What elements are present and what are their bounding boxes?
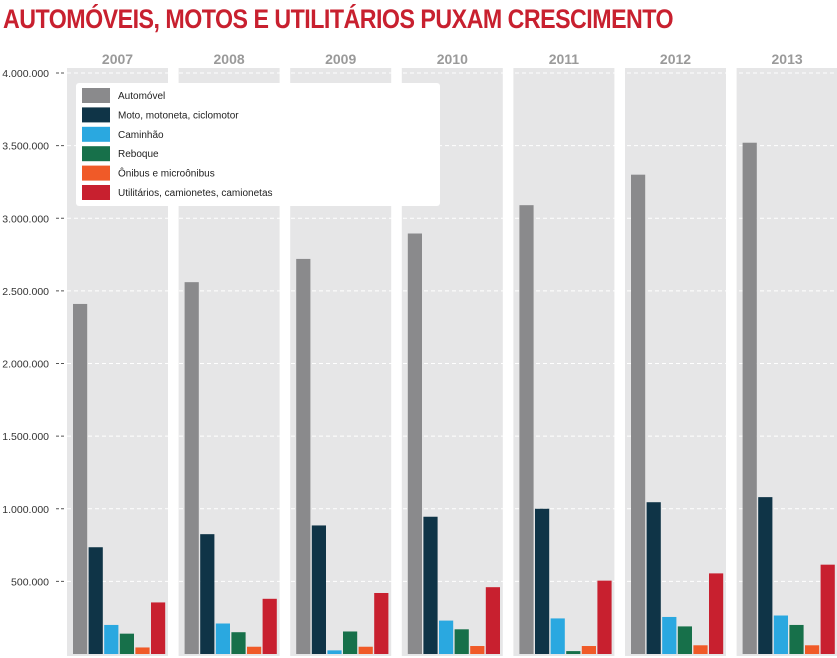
legend-swatch xyxy=(82,146,110,162)
bar xyxy=(231,632,246,654)
y-tick-label: 500.000 xyxy=(11,576,49,588)
bar xyxy=(327,650,342,654)
bar xyxy=(631,174,646,655)
year-label: 2010 xyxy=(437,51,468,67)
bar xyxy=(566,651,581,654)
bar xyxy=(358,646,373,654)
bar xyxy=(151,602,166,654)
bar xyxy=(709,573,724,654)
y-tick-label: 4.000.000 xyxy=(2,68,49,80)
year-label: 2011 xyxy=(549,51,580,67)
bar xyxy=(485,587,500,654)
legend-label: Moto, motoneta, ciclomotor xyxy=(118,110,239,121)
y-tick-label: 3.000.000 xyxy=(2,213,49,225)
legend-swatch xyxy=(82,165,110,181)
bar xyxy=(296,258,311,654)
bar xyxy=(184,282,199,654)
bar xyxy=(820,564,835,654)
bar xyxy=(200,534,215,654)
legend-label: Automóvel xyxy=(118,91,165,102)
bar xyxy=(374,592,389,654)
legend-label: Utilitários, camionetes, camionetas xyxy=(118,188,273,199)
year-label: 2012 xyxy=(660,51,691,67)
chart-title: AUTOMÓVEIS, MOTOS E UTILITÁRIOS PUXAM CR… xyxy=(3,4,674,34)
bar xyxy=(773,615,788,654)
bar xyxy=(73,303,88,654)
bar xyxy=(104,624,119,654)
legend-swatch xyxy=(82,126,110,142)
y-tick-label: 1.500.000 xyxy=(2,431,49,443)
bar xyxy=(677,626,692,654)
bar xyxy=(135,647,150,654)
year-labels: 2007 2008 2009 2010 2011 2012 2013 xyxy=(102,51,803,67)
bar xyxy=(789,624,804,654)
year-label: 2007 xyxy=(102,51,133,67)
bar xyxy=(550,618,565,654)
year-label: 2008 xyxy=(214,51,245,67)
legend-swatch xyxy=(82,88,110,103)
y-tick-label: 1.000.000 xyxy=(2,504,49,516)
y-tick-label: 3.500.000 xyxy=(2,141,49,153)
bar xyxy=(247,646,262,654)
bar xyxy=(215,623,230,654)
y-axis: 500.000 1.000.000 1.500.000 2.000.000 2.500.… xyxy=(2,68,64,588)
bar xyxy=(693,645,708,654)
bar xyxy=(581,646,596,654)
bar xyxy=(423,516,438,654)
bar xyxy=(262,598,277,654)
bar xyxy=(742,142,757,654)
bar xyxy=(88,547,103,654)
year-label: 2013 xyxy=(772,51,803,67)
bar xyxy=(535,508,550,654)
y-tick-label: 2.500.000 xyxy=(2,286,49,298)
bar xyxy=(407,233,422,654)
bar xyxy=(519,205,534,655)
bar xyxy=(439,620,454,654)
bar xyxy=(662,616,677,654)
bar xyxy=(646,502,661,654)
bar xyxy=(597,580,612,654)
y-tick-label: 2.000.000 xyxy=(2,359,49,371)
bar xyxy=(758,497,773,654)
legend-label: Ônibus e microônibus xyxy=(118,167,215,180)
legend-label: Caminhão xyxy=(118,130,164,141)
bar xyxy=(343,631,358,654)
legend: Automóvel Moto, motoneta, ciclomotor Camin… xyxy=(76,83,440,206)
legend-swatch xyxy=(82,185,110,200)
bar xyxy=(311,525,326,654)
bar xyxy=(119,633,134,654)
bar xyxy=(454,629,469,654)
bars xyxy=(73,142,835,655)
legend-box xyxy=(76,83,440,206)
bar xyxy=(470,646,485,654)
year-label: 2009 xyxy=(325,51,356,67)
bar xyxy=(805,645,820,654)
legend-swatch xyxy=(82,107,110,123)
legend-label: Reboque xyxy=(118,149,159,160)
